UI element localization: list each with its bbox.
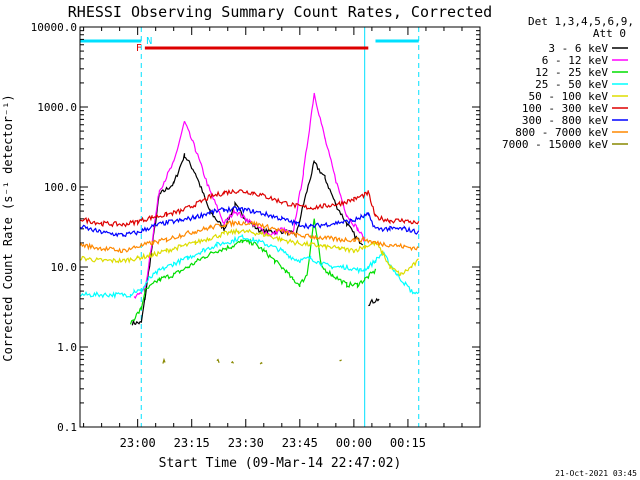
y-tick-label: 100.0 — [44, 181, 77, 194]
series-line — [162, 357, 166, 364]
y-axis-label: Corrected Count Rate (s⁻¹ detector⁻¹) — [1, 94, 15, 361]
x-tick-label: 23:15 — [174, 436, 210, 450]
series-line — [80, 188, 420, 228]
series-line — [339, 359, 342, 362]
x-tick-label: 00:15 — [390, 436, 426, 450]
series-layer — [79, 92, 420, 365]
legend-entry-label: 7000 - 15000 keV — [502, 138, 608, 151]
y-tick-label: 1.0 — [57, 341, 77, 354]
series-line — [133, 92, 366, 299]
series-line — [79, 227, 419, 277]
axes-layer: 10000.0 1000.0 100.0 10.0 1.0 0.1 23:00 23:15 23… — [31, 21, 481, 450]
y-tick-label: 1000.0 — [37, 101, 77, 114]
legend-entry-label: 3 - 6 keV — [548, 42, 608, 55]
x-tick-label: 23:00 — [120, 436, 156, 450]
legend-entry-label: 25 - 50 keV — [535, 78, 608, 91]
legend-entry-label: 800 - 7000 keV — [515, 126, 608, 139]
y-tick-label: 10.0 — [51, 261, 78, 274]
chart-title: RHESSI Observing Summary Count Rates, Co… — [68, 3, 492, 21]
x-tick-label: 00:00 — [336, 436, 372, 450]
series-line — [259, 361, 263, 365]
flare-flag-label: F — [136, 43, 142, 54]
flags-layer: FN — [79, 27, 420, 427]
legend-header-attenuator: Att 0 — [593, 27, 626, 40]
legend-entry-label: 50 - 100 keV — [529, 90, 609, 103]
legend-entry-label: 6 - 12 keV — [542, 54, 609, 67]
series-line — [230, 360, 234, 364]
x-tick-label: 23:45 — [282, 436, 318, 450]
night-flag-label: N — [146, 36, 152, 47]
y-tick-label: 10000.0 — [31, 21, 77, 34]
legend-entry-label: 300 - 800 keV — [522, 114, 608, 127]
series-line — [79, 234, 420, 300]
x-axis-label: Start Time (09-Mar-14 22:47:02) — [159, 456, 402, 471]
y-tick-label: 0.1 — [57, 421, 77, 434]
legend-entry-label: 12 - 25 keV — [535, 66, 608, 79]
legend-header-detectors: Det 1,3,4,5,6,9, — [528, 15, 634, 28]
series-line — [79, 219, 419, 254]
series-line — [129, 218, 377, 325]
x-tick-label: 23:30 — [228, 436, 264, 450]
series-line — [368, 297, 380, 307]
legend-entry-label: 100 - 300 keV — [522, 102, 608, 115]
series-line — [216, 358, 220, 363]
footer-date: 21-Oct-2021 03:45 — [555, 469, 637, 478]
plot-frame — [79, 26, 481, 428]
series-line — [79, 205, 420, 238]
